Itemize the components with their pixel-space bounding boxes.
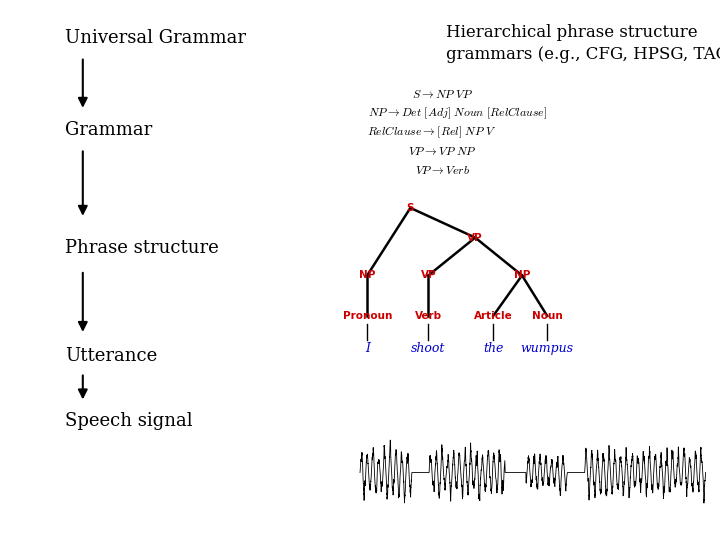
Text: Phrase structure: Phrase structure (65, 239, 219, 258)
Text: Noun: Noun (532, 311, 562, 321)
Text: grammars (e.g., CFG, HPSG, TAG): grammars (e.g., CFG, HPSG, TAG) (446, 46, 720, 63)
Text: $NP \rightarrow Det\ [Adj]\ Noun\ [RelClause]$: $NP \rightarrow Det\ [Adj]\ Noun\ [RelCl… (367, 106, 547, 121)
Text: VP: VP (467, 233, 483, 242)
Text: VP: VP (420, 271, 436, 280)
Text: Verb: Verb (415, 311, 442, 321)
Text: $VP \rightarrow VP\ NP$: $VP \rightarrow VP\ NP$ (408, 145, 477, 158)
Text: $RelClause \rightarrow [Rel]\ NP\ V$: $RelClause \rightarrow [Rel]\ NP\ V$ (367, 125, 497, 140)
Text: Article: Article (474, 311, 513, 321)
Text: Utterance: Utterance (65, 347, 157, 366)
Text: I: I (365, 342, 369, 355)
Text: NP: NP (359, 271, 375, 280)
Text: S: S (407, 203, 414, 213)
Text: shoot: shoot (411, 342, 446, 355)
Text: wumpus: wumpus (521, 342, 574, 355)
Text: NP: NP (514, 271, 530, 280)
Text: $VP \rightarrow Verb$: $VP \rightarrow Verb$ (415, 164, 470, 177)
Text: $S \rightarrow NP\ VP$: $S \rightarrow NP\ VP$ (412, 88, 474, 101)
Text: Universal Grammar: Universal Grammar (65, 29, 246, 47)
Text: the: the (483, 342, 503, 355)
Text: Hierarchical phrase structure: Hierarchical phrase structure (446, 24, 698, 41)
Text: Speech signal: Speech signal (65, 412, 192, 430)
Text: Pronoun: Pronoun (343, 311, 392, 321)
Text: Grammar: Grammar (65, 120, 152, 139)
